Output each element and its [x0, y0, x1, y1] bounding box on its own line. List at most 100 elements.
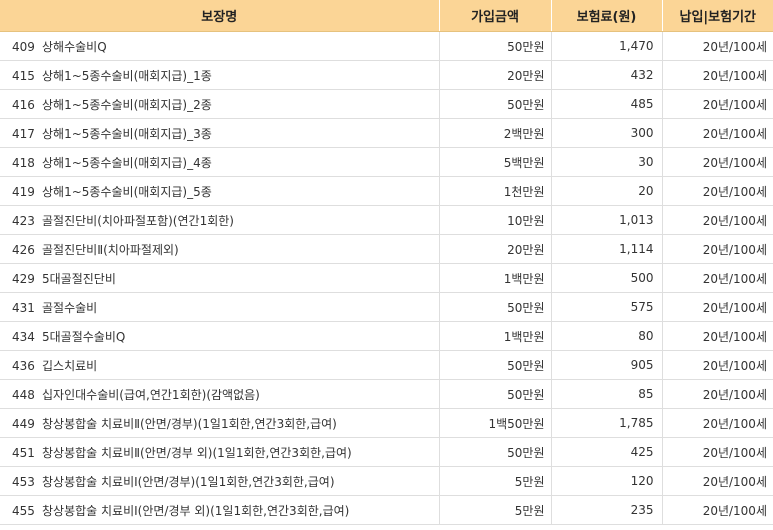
coverage-code: 409: [12, 39, 35, 54]
coverage-name: 창상봉합술 치료비Ⅰ(안면/경부)(1일1회한,연간3회한,급여): [42, 474, 335, 489]
amount-cell: 50만원: [439, 379, 552, 409]
coverage-name-cell: 426 골절진단비Ⅱ(치아파절제외): [0, 234, 440, 264]
coverage-name: 상해1~5종수술비(매회지급)_5종: [42, 184, 212, 199]
table-row: 426 골절진단비Ⅱ(치아파절제외) 20만원 1,114 20년/100세: [0, 234, 773, 264]
table-row: 417 상해1~5종수술비(매회지급)_3종 2백만원 300 20년/100세: [0, 118, 773, 148]
premium-cell: 425: [551, 437, 663, 467]
coverage-name-cell: 418 상해1~5종수술비(매회지급)_4종: [0, 147, 440, 177]
coverage-code: 434: [12, 329, 35, 344]
table-row: 431 골절수술비 50만원 575 20년/100세: [0, 292, 773, 322]
premium-cell: 575: [551, 292, 663, 322]
term-cell: 20년/100세: [662, 292, 773, 322]
amount-cell: 5만원: [439, 495, 552, 525]
term-cell: 20년/100세: [662, 495, 773, 525]
amount-cell: 1천만원: [439, 176, 552, 206]
table-row: 453 창상봉합술 치료비Ⅰ(안면/경부)(1일1회한,연간3회한,급여) 5만원 1…: [0, 466, 773, 496]
header-coverage-name: 보장명: [0, 0, 440, 32]
table-body: 409 상해수술비Q 50만원 1,470 20년/100세 415 상해1~5종수술비(매…: [0, 31, 773, 525]
amount-cell: 20만원: [439, 60, 552, 90]
coverage-name: 창상봉합술 치료비Ⅱ(안면/경부 외)(1일1회한,연간3회한,급여): [42, 445, 352, 460]
coverage-name-cell: 451 창상봉합술 치료비Ⅱ(안면/경부 외)(1일1회한,연간3회한,급여): [0, 437, 440, 467]
coverage-name: 골절진단비Ⅱ(치아파절제외): [42, 242, 179, 257]
amount-cell: 5만원: [439, 466, 552, 496]
term-cell: 20년/100세: [662, 321, 773, 351]
coverage-code: 449: [12, 416, 35, 431]
coverage-name: 창상봉합술 치료비Ⅰ(안면/경부 외)(1일1회한,연간3회한,급여): [42, 503, 350, 518]
coverage-code: 417: [12, 126, 35, 141]
coverage-code: 416: [12, 97, 35, 112]
amount-cell: 2백만원: [439, 118, 552, 148]
coverage-name-cell: 431 골절수술비: [0, 292, 440, 322]
amount-cell: 1백만원: [439, 321, 552, 351]
term-cell: 20년/100세: [662, 234, 773, 264]
header-premium: 보험료(원): [551, 0, 663, 32]
term-cell: 20년/100세: [662, 205, 773, 235]
term-cell: 20년/100세: [662, 118, 773, 148]
premium-cell: 85: [551, 379, 663, 409]
coverage-code: 451: [12, 445, 35, 460]
coverage-name-cell: 449 창상봉합술 치료비Ⅱ(안면/경부)(1일1회한,연간3회한,급여): [0, 408, 440, 438]
amount-cell: 50만원: [439, 437, 552, 467]
term-cell: 20년/100세: [662, 408, 773, 438]
premium-cell: 20: [551, 176, 663, 206]
amount-cell: 5백만원: [439, 147, 552, 177]
premium-cell: 120: [551, 466, 663, 496]
term-cell: 20년/100세: [662, 379, 773, 409]
coverage-code: 431: [12, 300, 35, 315]
premium-cell: 485: [551, 89, 663, 119]
premium-cell: 300: [551, 118, 663, 148]
coverage-code: 448: [12, 387, 35, 402]
premium-cell: 500: [551, 263, 663, 293]
header-amount: 가입금액: [439, 0, 552, 32]
coverage-code: 436: [12, 358, 35, 373]
term-cell: 20년/100세: [662, 60, 773, 90]
coverage-name: 창상봉합술 치료비Ⅱ(안면/경부)(1일1회한,연간3회한,급여): [42, 416, 337, 431]
coverage-name: 상해1~5종수술비(매회지급)_4종: [42, 155, 212, 170]
premium-cell: 905: [551, 350, 663, 380]
term-cell: 20년/100세: [662, 437, 773, 467]
coverage-name: 상해수술비Q: [42, 39, 107, 54]
premium-cell: 1,470: [551, 31, 663, 61]
coverage-name-cell: 453 창상봉합술 치료비Ⅰ(안면/경부)(1일1회한,연간3회한,급여): [0, 466, 440, 496]
amount-cell: 20만원: [439, 234, 552, 264]
table-row: 409 상해수술비Q 50만원 1,470 20년/100세: [0, 31, 773, 61]
term-cell: 20년/100세: [662, 89, 773, 119]
coverage-name-cell: 429 5대골절진단비: [0, 263, 440, 293]
header-term: 납입|보험기간: [662, 0, 773, 32]
coverage-name: 상해1~5종수술비(매회지급)_1종: [42, 68, 212, 83]
coverage-name: 골절수술비: [42, 300, 98, 315]
table-row: 434 5대골절수술비Q 1백만원 80 20년/100세: [0, 321, 773, 351]
coverage-code: 426: [12, 242, 35, 257]
table-row: 415 상해1~5종수술비(매회지급)_1종 20만원 432 20년/100세: [0, 60, 773, 90]
premium-cell: 30: [551, 147, 663, 177]
coverage-name-cell: 417 상해1~5종수술비(매회지급)_3종: [0, 118, 440, 148]
table-row: 449 창상봉합술 치료비Ⅱ(안면/경부)(1일1회한,연간3회한,급여) 1백50…: [0, 408, 773, 438]
amount-cell: 50만원: [439, 89, 552, 119]
coverage-code: 419: [12, 184, 35, 199]
coverage-name-cell: 448 십자인대수술비(급여,연간1회한)(감액없음): [0, 379, 440, 409]
table-header: 보장명 가입금액 보험료(원) 납입|보험기간: [0, 0, 773, 32]
coverage-name-cell: 416 상해1~5종수술비(매회지급)_2종: [0, 89, 440, 119]
coverage-code: 415: [12, 68, 35, 83]
coverage-code: 429: [12, 271, 35, 286]
amount-cell: 50만원: [439, 292, 552, 322]
table-row: 436 깁스치료비 50만원 905 20년/100세: [0, 350, 773, 380]
amount-cell: 1백만원: [439, 263, 552, 293]
amount-cell: 50만원: [439, 350, 552, 380]
premium-cell: 80: [551, 321, 663, 351]
coverage-name-cell: 436 깁스치료비: [0, 350, 440, 380]
premium-cell: 432: [551, 60, 663, 90]
coverage-name-cell: 455 창상봉합술 치료비Ⅰ(안면/경부 외)(1일1회한,연간3회한,급여): [0, 495, 440, 525]
coverage-code: 453: [12, 474, 35, 489]
term-cell: 20년/100세: [662, 263, 773, 293]
term-cell: 20년/100세: [662, 31, 773, 61]
table-row: 451 창상봉합술 치료비Ⅱ(안면/경부 외)(1일1회한,연간3회한,급여) 50…: [0, 437, 773, 467]
coverage-name-cell: 409 상해수술비Q: [0, 31, 440, 61]
amount-cell: 50만원: [439, 31, 552, 61]
term-cell: 20년/100세: [662, 466, 773, 496]
premium-cell: 1,785: [551, 408, 663, 438]
coverage-name: 깁스치료비: [42, 358, 98, 373]
amount-cell: 1백50만원: [439, 408, 552, 438]
coverage-name: 골절진단비(치아파절포함)(연간1회한): [42, 213, 234, 228]
